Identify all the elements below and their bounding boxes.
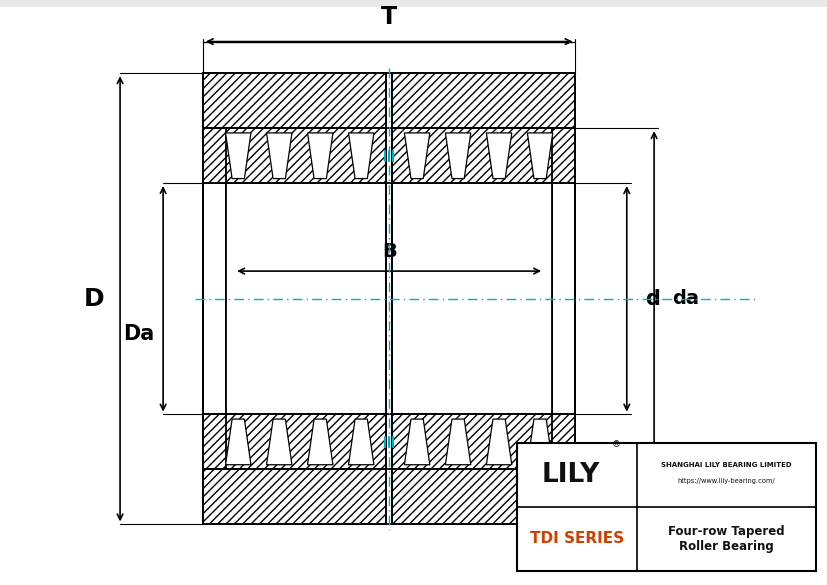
Bar — [392, 469, 575, 524]
Text: T: T — [380, 5, 397, 29]
Bar — [392, 183, 552, 414]
Polygon shape — [348, 133, 374, 178]
Text: da: da — [672, 290, 699, 308]
Polygon shape — [445, 133, 471, 178]
Bar — [392, 414, 575, 469]
Polygon shape — [348, 419, 374, 464]
Polygon shape — [225, 133, 251, 178]
Polygon shape — [307, 133, 332, 178]
Polygon shape — [485, 419, 511, 464]
Text: D: D — [84, 287, 103, 311]
Text: d: d — [644, 289, 659, 309]
Text: LILY: LILY — [541, 462, 599, 488]
Bar — [392, 73, 575, 128]
Polygon shape — [445, 419, 471, 464]
Bar — [203, 183, 226, 414]
Text: SHANGHAI LILY BEARING LIMITED: SHANGHAI LILY BEARING LIMITED — [660, 462, 791, 468]
Polygon shape — [307, 419, 332, 464]
Bar — [226, 183, 385, 414]
Bar — [203, 414, 385, 469]
Polygon shape — [404, 133, 429, 178]
Bar — [392, 128, 575, 183]
Bar — [203, 128, 385, 183]
Polygon shape — [485, 133, 511, 178]
Bar — [203, 469, 385, 524]
Bar — [203, 73, 385, 128]
Bar — [552, 183, 575, 414]
Polygon shape — [266, 133, 292, 178]
Text: B: B — [381, 242, 396, 261]
Polygon shape — [527, 419, 552, 464]
Polygon shape — [527, 133, 552, 178]
Text: https://www.lily-bearing.com/: https://www.lily-bearing.com/ — [676, 478, 774, 484]
Text: Four-row Tapered
Roller Bearing: Four-row Tapered Roller Bearing — [667, 525, 783, 553]
Bar — [517, 443, 815, 570]
Text: Da: Da — [122, 324, 154, 343]
Text: ®: ® — [611, 441, 619, 450]
Polygon shape — [404, 419, 429, 464]
Text: TDI SERIES: TDI SERIES — [529, 531, 624, 546]
Polygon shape — [266, 419, 292, 464]
Polygon shape — [225, 419, 251, 464]
